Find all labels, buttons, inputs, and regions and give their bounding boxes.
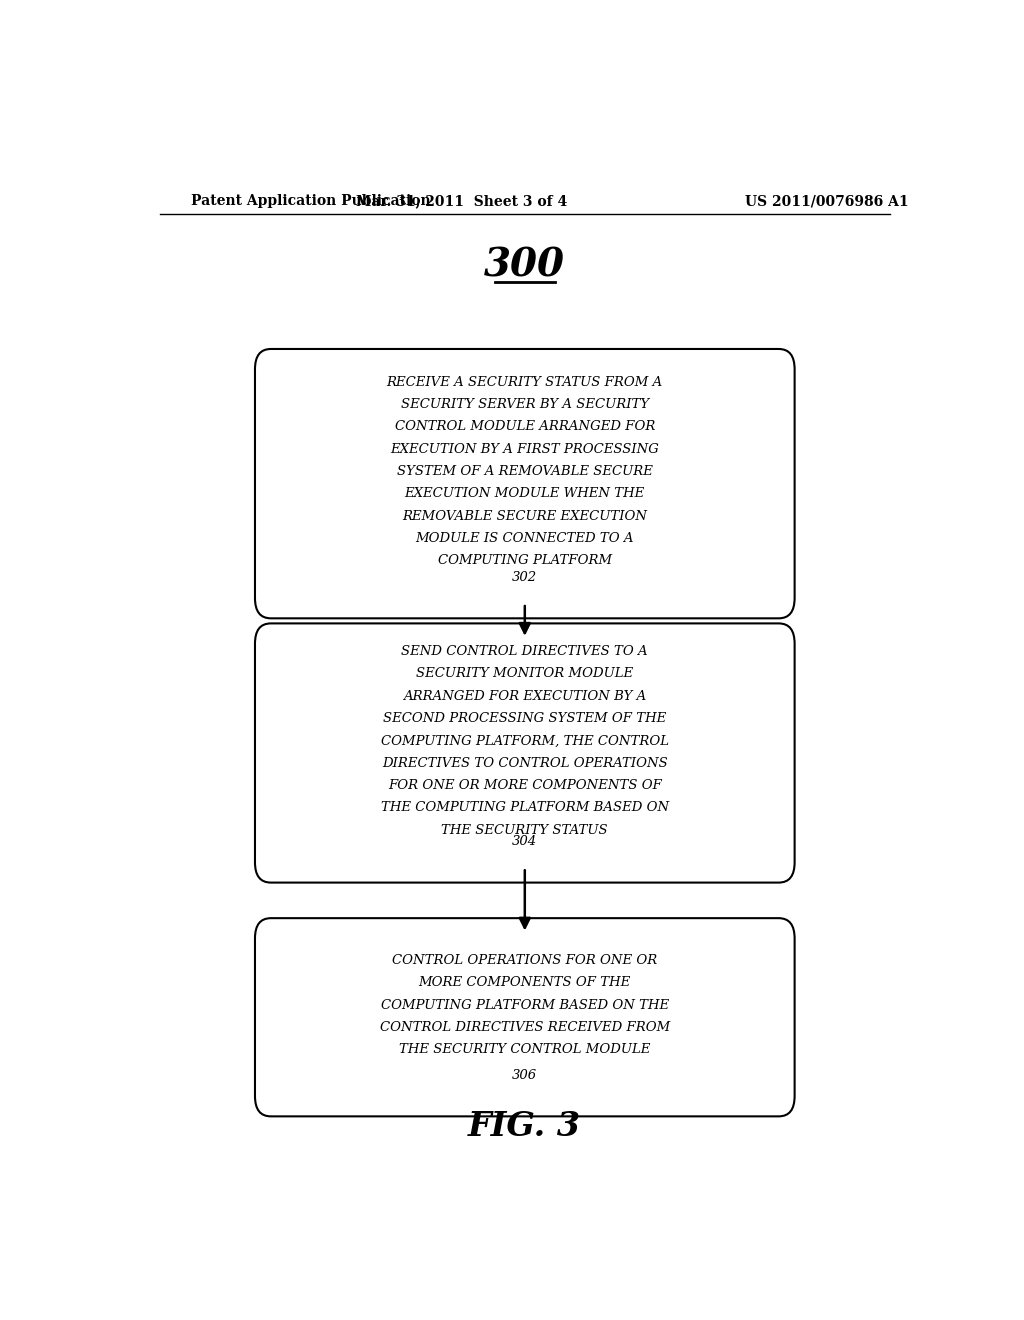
Text: THE COMPUTING PLATFORM BASED ON: THE COMPUTING PLATFORM BASED ON xyxy=(381,801,669,814)
Text: EXECUTION BY A FIRST PROCESSING: EXECUTION BY A FIRST PROCESSING xyxy=(390,442,659,455)
Text: RECEIVE A SECURITY STATUS FROM A: RECEIVE A SECURITY STATUS FROM A xyxy=(387,375,663,388)
Text: US 2011/0076986 A1: US 2011/0076986 A1 xyxy=(744,194,908,209)
Text: THE SECURITY STATUS: THE SECURITY STATUS xyxy=(441,824,608,837)
Text: FIG. 3: FIG. 3 xyxy=(468,1110,582,1143)
Text: COMPUTING PLATFORM BASED ON THE: COMPUTING PLATFORM BASED ON THE xyxy=(381,998,669,1011)
Text: SECURITY MONITOR MODULE: SECURITY MONITOR MODULE xyxy=(416,667,634,680)
Text: 306: 306 xyxy=(512,1069,538,1082)
Text: 302: 302 xyxy=(512,572,538,585)
Text: CONTROL OPERATIONS FOR ONE OR: CONTROL OPERATIONS FOR ONE OR xyxy=(392,954,657,966)
Text: 304: 304 xyxy=(512,836,538,849)
Text: DIRECTIVES TO CONTROL OPERATIONS: DIRECTIVES TO CONTROL OPERATIONS xyxy=(382,756,668,770)
FancyBboxPatch shape xyxy=(255,348,795,618)
FancyBboxPatch shape xyxy=(255,919,795,1117)
Text: CONTROL DIRECTIVES RECEIVED FROM: CONTROL DIRECTIVES RECEIVED FROM xyxy=(380,1020,670,1034)
Text: SYSTEM OF A REMOVABLE SECURE: SYSTEM OF A REMOVABLE SECURE xyxy=(397,465,652,478)
Text: SECOND PROCESSING SYSTEM OF THE: SECOND PROCESSING SYSTEM OF THE xyxy=(383,711,667,725)
Text: COMPUTING PLATFORM, THE CONTROL: COMPUTING PLATFORM, THE CONTROL xyxy=(381,734,669,747)
Text: SEND CONTROL DIRECTIVES TO A: SEND CONTROL DIRECTIVES TO A xyxy=(401,645,648,657)
Text: REMOVABLE SECURE EXECUTION: REMOVABLE SECURE EXECUTION xyxy=(402,510,647,523)
Text: MORE COMPONENTS OF THE: MORE COMPONENTS OF THE xyxy=(419,977,631,989)
Text: MODULE IS CONNECTED TO A: MODULE IS CONNECTED TO A xyxy=(416,532,634,545)
Text: THE SECURITY CONTROL MODULE: THE SECURITY CONTROL MODULE xyxy=(399,1043,650,1056)
Text: CONTROL MODULE ARRANGED FOR: CONTROL MODULE ARRANGED FOR xyxy=(394,420,655,433)
Text: Patent Application Publication: Patent Application Publication xyxy=(191,194,431,209)
FancyBboxPatch shape xyxy=(255,623,795,883)
Text: EXECUTION MODULE WHEN THE: EXECUTION MODULE WHEN THE xyxy=(404,487,645,500)
Text: COMPUTING PLATFORM: COMPUTING PLATFORM xyxy=(437,554,612,568)
Text: Mar. 31, 2011  Sheet 3 of 4: Mar. 31, 2011 Sheet 3 of 4 xyxy=(355,194,567,209)
Text: ARRANGED FOR EXECUTION BY A: ARRANGED FOR EXECUTION BY A xyxy=(403,689,646,702)
Text: FOR ONE OR MORE COMPONENTS OF: FOR ONE OR MORE COMPONENTS OF xyxy=(388,779,662,792)
Text: 300: 300 xyxy=(484,246,565,284)
Text: SECURITY SERVER BY A SECURITY: SECURITY SERVER BY A SECURITY xyxy=(400,397,649,411)
